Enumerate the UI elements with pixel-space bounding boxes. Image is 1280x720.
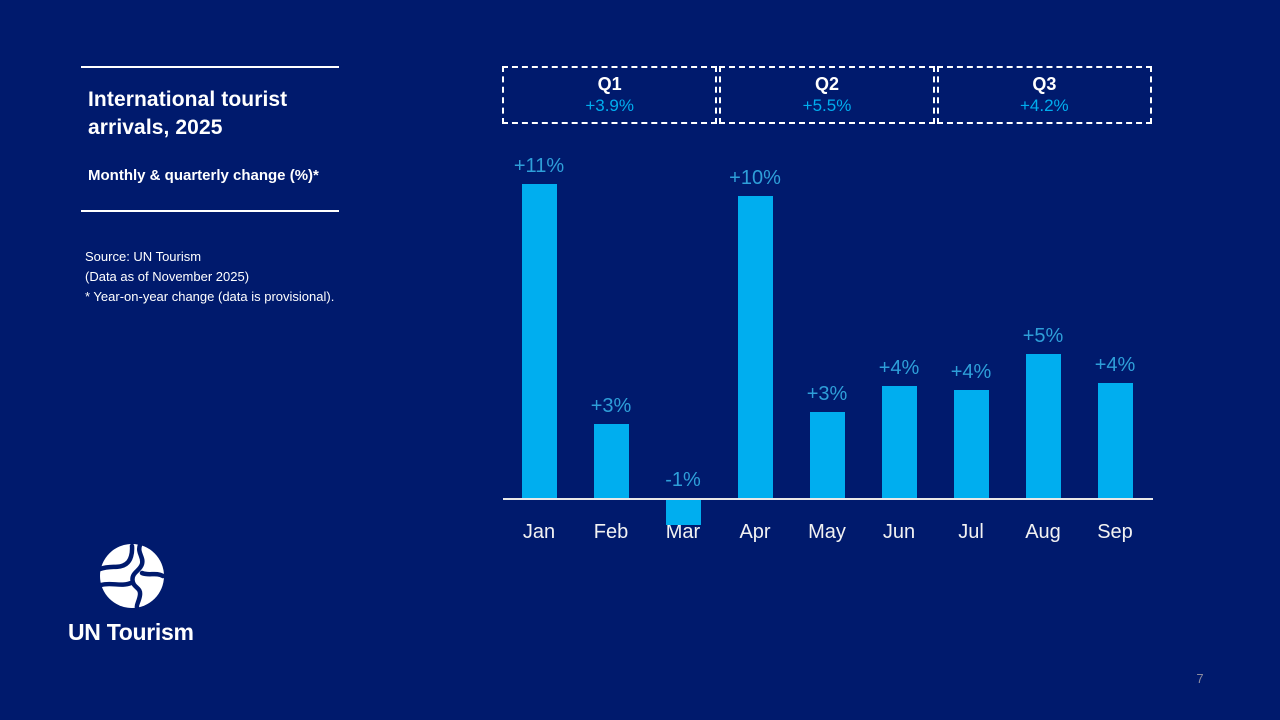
- quarter-label: Q2: [814, 74, 839, 94]
- month-label-may: May: [808, 521, 846, 543]
- bar-may: [809, 412, 845, 499]
- month-label-jun: Jun: [882, 521, 916, 543]
- source-line: (Data as of November 2025): [85, 269, 250, 284]
- source-block: Source: UN Tourism (Data as of November …: [85, 247, 385, 307]
- quarter-band: Q1 +3.9% Q2 +5.5% Q3 +4.2%: [502, 66, 1152, 124]
- month-label-apr: Apr: [739, 521, 771, 543]
- month-label-aug: Aug: [1025, 521, 1061, 543]
- quarter-box-q2: Q2 +5.5%: [719, 66, 935, 124]
- quarter-box-q1: Q1 +3.9%: [502, 66, 718, 124]
- value-label-feb: +3%: [590, 394, 632, 417]
- bar-jun: [881, 385, 917, 499]
- month-label-mar: Mar: [665, 521, 701, 543]
- quarter-value: +5.5%: [802, 96, 852, 115]
- month-label-jan: Jan: [522, 521, 556, 543]
- bar-feb: [593, 423, 629, 499]
- x-axis-line: [503, 498, 1153, 500]
- value-label-jun: +4%: [878, 356, 920, 379]
- source-line: * Year-on-year change (data is provision…: [85, 289, 335, 304]
- bar-jan: [521, 184, 557, 499]
- page-subtitle: Monthly & quarterly change (%)*: [88, 167, 319, 184]
- value-label-mar: -1%: [665, 469, 701, 491]
- value-label-aug: +5%: [1022, 325, 1064, 347]
- quarter-label: Q3: [1032, 74, 1057, 94]
- quarter-value: +4.2%: [1019, 96, 1069, 115]
- quarter-value: +3.9%: [585, 96, 634, 115]
- value-label-apr: +10%: [729, 166, 781, 189]
- page-title: International tourist arrivals, 2025: [88, 88, 288, 139]
- month-label-feb: Feb: [593, 521, 629, 543]
- title-top-rule: [81, 66, 339, 68]
- bar-aug: [1025, 354, 1061, 499]
- bar-jul: [953, 390, 989, 499]
- un-tourism-globe-icon: [99, 543, 165, 609]
- page-number: 7: [1196, 671, 1204, 686]
- bar-apr: [737, 195, 773, 499]
- quarter-box-q3: Q3 +4.2%: [936, 66, 1152, 124]
- value-label-sep: +4%: [1094, 354, 1136, 376]
- month-label-sep: Sep: [1097, 521, 1133, 543]
- bar-mar: [665, 500, 701, 525]
- value-label-may: +3%: [806, 383, 848, 405]
- title-bottom-rule: [81, 210, 339, 212]
- value-label-jan: +11%: [513, 155, 565, 178]
- quarter-label: Q1: [597, 74, 622, 94]
- source-line: Source: UN Tourism: [85, 249, 202, 264]
- value-label-jul: +4%: [950, 361, 992, 384]
- month-label-jul: Jul: [958, 521, 984, 543]
- un-tourism-wordmark: UN Tourism: [68, 619, 194, 645]
- bar-sep: [1097, 383, 1133, 499]
